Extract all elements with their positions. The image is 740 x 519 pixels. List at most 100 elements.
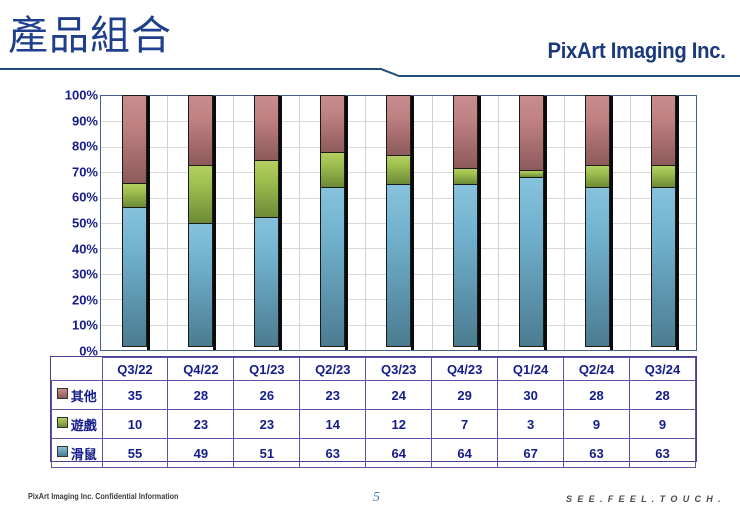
table-cell-value: 3: [497, 409, 565, 439]
bar-segment-mouse[interactable]: [254, 217, 280, 347]
legend-label: 遊戲: [70, 417, 97, 433]
table-cell-value: 28: [563, 380, 630, 410]
y-axis-tick: 20%: [71, 292, 98, 308]
table-cell-value: 23: [233, 409, 301, 439]
table-cell-value: 63: [299, 438, 367, 468]
page-title: 產品組合: [8, 13, 172, 58]
y-axis-tick: 100%: [64, 87, 98, 103]
table-cell-value: 29: [431, 380, 499, 410]
table-cell-value: 64: [431, 438, 499, 468]
bar-group: [630, 95, 696, 350]
table-corner-cell: [52, 358, 103, 381]
stacked-bar[interactable]: [584, 95, 610, 350]
table-column-header: Q4/23: [431, 357, 499, 381]
bar-segment-other[interactable]: [320, 95, 346, 154]
bar-segment-other[interactable]: [188, 95, 214, 167]
bar-segment-game[interactable]: [122, 182, 148, 209]
table-row: 其他 35 28 26 23 24 29 30 28 28: [51, 380, 696, 410]
table-column-header: Q3/22: [101, 357, 169, 381]
table-column-header: Q3/24: [629, 357, 696, 381]
bar-group: [167, 95, 233, 350]
y-axis-tick: 70%: [71, 164, 98, 180]
table-column-header: Q4/22: [167, 357, 235, 381]
stacked-bar[interactable]: [254, 95, 280, 350]
legend-label: 其他: [70, 388, 97, 404]
table-cell-value: 51: [233, 438, 301, 468]
bar-segment-mouse[interactable]: [188, 222, 214, 347]
table-cell-value: 28: [167, 380, 235, 410]
legend-item-mouse: 滑鼠: [51, 438, 103, 468]
legend-item-game: 遊戲: [51, 409, 103, 439]
table-cell-value: 7: [431, 409, 499, 439]
bar-segment-mouse[interactable]: [386, 184, 412, 347]
y-axis-tick: 0%: [79, 343, 98, 359]
y-axis-tick: 30%: [71, 266, 98, 282]
legend-swatch-icon: [56, 416, 68, 428]
table-cell-value: 9: [629, 409, 696, 439]
stacked-bar[interactable]: [650, 95, 676, 350]
bar-segment-other[interactable]: [650, 95, 676, 167]
category-separator: [167, 96, 169, 350]
table-header-row: Q3/22 Q4/22 Q1/23 Q2/23 Q3/23 Q4/23 Q1/24 Q2/24…: [52, 357, 696, 381]
stacked-bar[interactable]: [518, 95, 544, 350]
bar-segment-game[interactable]: [584, 165, 610, 188]
table-column-header: Q3/23: [365, 357, 433, 381]
footer-confidential-text: PixArt Imaging Inc. Confidential Informa…: [28, 492, 179, 501]
y-axis-tick: 90%: [71, 113, 98, 129]
category-separator: [365, 96, 367, 350]
table-cell-value: 14: [299, 409, 367, 439]
stacked-bar[interactable]: [386, 95, 412, 350]
category-separator: [563, 96, 565, 350]
footer-tagline: S E E . F E E L . T O U C H .: [566, 494, 722, 504]
bar-group: [564, 95, 630, 350]
table-cell-value: 9: [563, 409, 630, 439]
table-cell-value: 55: [101, 438, 169, 468]
table-cell-value: 26: [233, 380, 301, 410]
stacked-bar-chart: 0% 10% 20% 30% 40% 50% 60% 70% 80% 90% 100%: [0, 88, 740, 378]
bar-segment-other[interactable]: [122, 95, 148, 184]
bar-segment-mouse[interactable]: [452, 184, 478, 347]
bar-segment-game[interactable]: [320, 152, 346, 188]
stacked-bar[interactable]: [122, 95, 148, 350]
bar-segment-other[interactable]: [254, 95, 280, 162]
table-column-header: Q2/23: [299, 357, 367, 381]
bar-segment-other[interactable]: [386, 95, 412, 156]
category-separator: [497, 96, 499, 350]
table-cell-value: 63: [629, 438, 696, 468]
bar-group: [432, 95, 498, 350]
bar-segment-mouse[interactable]: [518, 176, 544, 347]
table-column-header: Q1/24: [497, 357, 565, 381]
stacked-bar[interactable]: [452, 95, 478, 350]
table-cell-value: 23: [299, 380, 367, 410]
y-axis: 0% 10% 20% 30% 40% 50% 60% 70% 80% 90% 100%: [44, 87, 98, 359]
bar-segment-other[interactable]: [452, 95, 478, 169]
bar-segment-mouse[interactable]: [650, 186, 676, 347]
table-cell-value: 63: [563, 438, 630, 468]
bar-segment-game[interactable]: [386, 154, 412, 186]
y-axis-tick: 40%: [71, 241, 98, 257]
plot-area: [100, 95, 697, 351]
y-axis-tick: 60%: [71, 189, 98, 205]
table-cell-value: 28: [629, 380, 696, 410]
category-separator: [629, 96, 631, 350]
bar-segment-mouse[interactable]: [122, 207, 148, 347]
bar-segment-game[interactable]: [650, 165, 676, 188]
legend-label: 滑鼠: [70, 446, 97, 462]
bar-segment-mouse[interactable]: [584, 186, 610, 347]
category-separator: [233, 96, 235, 350]
table-cell-value: 23: [167, 409, 235, 439]
bar-segment-other[interactable]: [584, 95, 610, 167]
stacked-bar[interactable]: [320, 95, 346, 350]
bar-segment-mouse[interactable]: [320, 186, 346, 347]
bar-segment-game[interactable]: [188, 165, 214, 224]
bar-segment-other[interactable]: [518, 95, 544, 172]
header-divider-rule: [0, 68, 740, 77]
table-cell-value: 49: [167, 438, 235, 468]
table-cell-value: 30: [497, 380, 565, 410]
table-cell-value: 10: [101, 409, 169, 439]
bar-segment-game[interactable]: [452, 167, 478, 186]
bar-segment-game[interactable]: [254, 160, 280, 219]
table-cell-value: 64: [365, 438, 433, 468]
legend-swatch-icon: [56, 387, 68, 399]
stacked-bar[interactable]: [188, 95, 214, 350]
